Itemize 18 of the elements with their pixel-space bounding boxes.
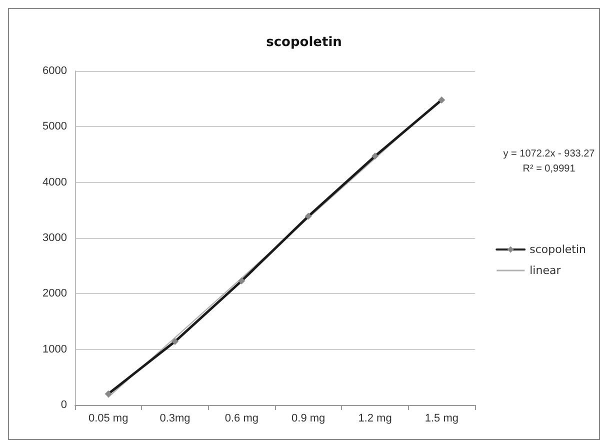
y-tick-label: 0 bbox=[60, 399, 67, 411]
x-tick-label: 0.9 mg bbox=[292, 412, 326, 424]
y-tick-label: 4000 bbox=[42, 176, 67, 188]
x-tick-label: 0.05 mg bbox=[88, 412, 128, 424]
y-tick-label: 5000 bbox=[42, 120, 67, 133]
text: R² = 0,9991 bbox=[522, 164, 576, 174]
text: y = 1072.2x - 933.27 bbox=[503, 148, 596, 160]
x-tick-label: 1.2 mg bbox=[358, 412, 392, 424]
y-tick-label: 1000 bbox=[42, 343, 67, 356]
legend-label: scopoletin bbox=[530, 243, 586, 256]
chart-title: scopoletin bbox=[266, 35, 342, 50]
x-tick-label: 0.6 mg bbox=[224, 412, 258, 424]
y-tick-label: 6000 bbox=[42, 65, 67, 77]
legend-label: linear bbox=[530, 264, 562, 277]
y-tick-label: 3000 bbox=[42, 232, 67, 244]
y-tick-label: 2000 bbox=[42, 288, 67, 300]
x-tick-label: 0.3mg bbox=[160, 412, 190, 424]
x-tick-label: 1.5 mg bbox=[424, 412, 458, 424]
